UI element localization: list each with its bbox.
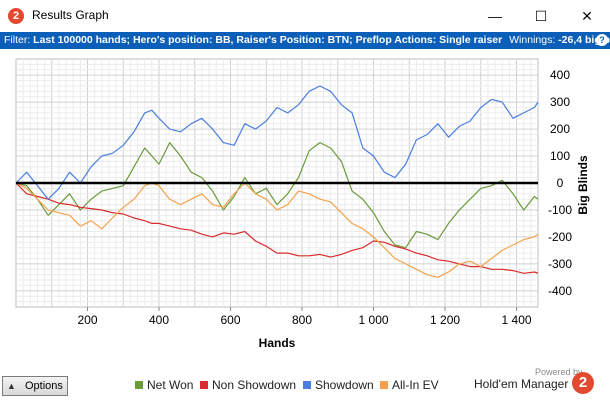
- x-tick-label: 800: [292, 313, 312, 327]
- x-tick-label: 1 200: [430, 313, 460, 327]
- results-chart: 200 400 600 800 1 000 1 200 1 400 400 300 200 100…: [15, 58, 590, 350]
- x-tick-label: 400: [149, 313, 169, 327]
- brand-logo-icon: 2: [572, 372, 594, 394]
- options-label: Options: [25, 380, 63, 392]
- y-tick-label: 200: [550, 122, 570, 136]
- y-axis-label: Big Blinds: [576, 155, 590, 215]
- filter-help-icon[interactable]: ?: [596, 34, 608, 46]
- series-line-non-showdown: [15, 182, 539, 274]
- filter-bar[interactable]: Filter: Last 100000 hands; Hero's positi…: [0, 32, 610, 49]
- series-line-net-won: [15, 141, 539, 249]
- window-title: Results Graph: [32, 8, 109, 22]
- chart-series: [15, 85, 539, 278]
- series-line-all-in-ev: [15, 182, 539, 278]
- legend-label: Net Won: [147, 378, 194, 392]
- legend-swatch: [135, 381, 143, 389]
- x-tick-label: 600: [221, 313, 241, 327]
- filter-label: Filter:: [4, 34, 31, 46]
- legend-item-non-showdown[interactable]: Non Showdown: [200, 378, 296, 392]
- winnings-label: Winnings:: [509, 34, 556, 46]
- y-tick-label: -300: [548, 257, 572, 271]
- series-line-showdown: [15, 85, 539, 200]
- legend-label: Showdown: [315, 378, 374, 392]
- options-button[interactable]: ▲ Options: [2, 376, 68, 396]
- legend-swatch: [380, 381, 388, 389]
- y-tick-label: 100: [550, 149, 570, 163]
- brand-name: Hold'em Manager: [474, 377, 569, 391]
- options-arrow-icon: ▲: [7, 381, 16, 391]
- y-tick-label: -400: [548, 284, 572, 298]
- maximize-button[interactable]: ☐: [534, 8, 548, 24]
- y-axis: 400 300 200 100 0 -100 -200 -300 -400: [548, 68, 572, 298]
- x-axis-label: Hands: [259, 336, 296, 350]
- filter-text: Last 100000 hands; Hero's position: BB, …: [33, 34, 503, 46]
- legend-label: Non Showdown: [212, 378, 297, 392]
- powered-by-text: Powered by: [535, 367, 583, 377]
- x-tick-label: 200: [77, 313, 97, 327]
- y-tick-label: 400: [550, 68, 570, 82]
- title-bar: 2 Results Graph — ☐ ✕: [0, 0, 610, 32]
- legend-swatch: [303, 381, 311, 389]
- legend-item-all-in-ev[interactable]: All-In EV: [380, 378, 439, 392]
- legend-item-net-won[interactable]: Net Won: [135, 378, 193, 392]
- y-tick-label: 0: [557, 176, 564, 190]
- y-tick-label: -200: [548, 230, 572, 244]
- app-logo-icon: 2: [8, 8, 24, 24]
- legend-item-showdown[interactable]: Showdown: [303, 378, 374, 392]
- minimize-button[interactable]: —: [488, 8, 502, 24]
- y-tick-label: 300: [550, 95, 570, 109]
- legend-swatch: [200, 381, 208, 389]
- close-button[interactable]: ✕: [581, 8, 593, 24]
- x-axis: 200 400 600 800 1 000 1 200 1 400: [77, 307, 532, 327]
- x-tick-label: 1 000: [359, 313, 389, 327]
- bottom-bar: ▲ Options Net Won Non Showdown Showdown …: [0, 367, 610, 400]
- legend-label: All-In EV: [392, 378, 439, 392]
- x-tick-label: 1 400: [502, 313, 532, 327]
- y-tick-label: -100: [548, 203, 572, 217]
